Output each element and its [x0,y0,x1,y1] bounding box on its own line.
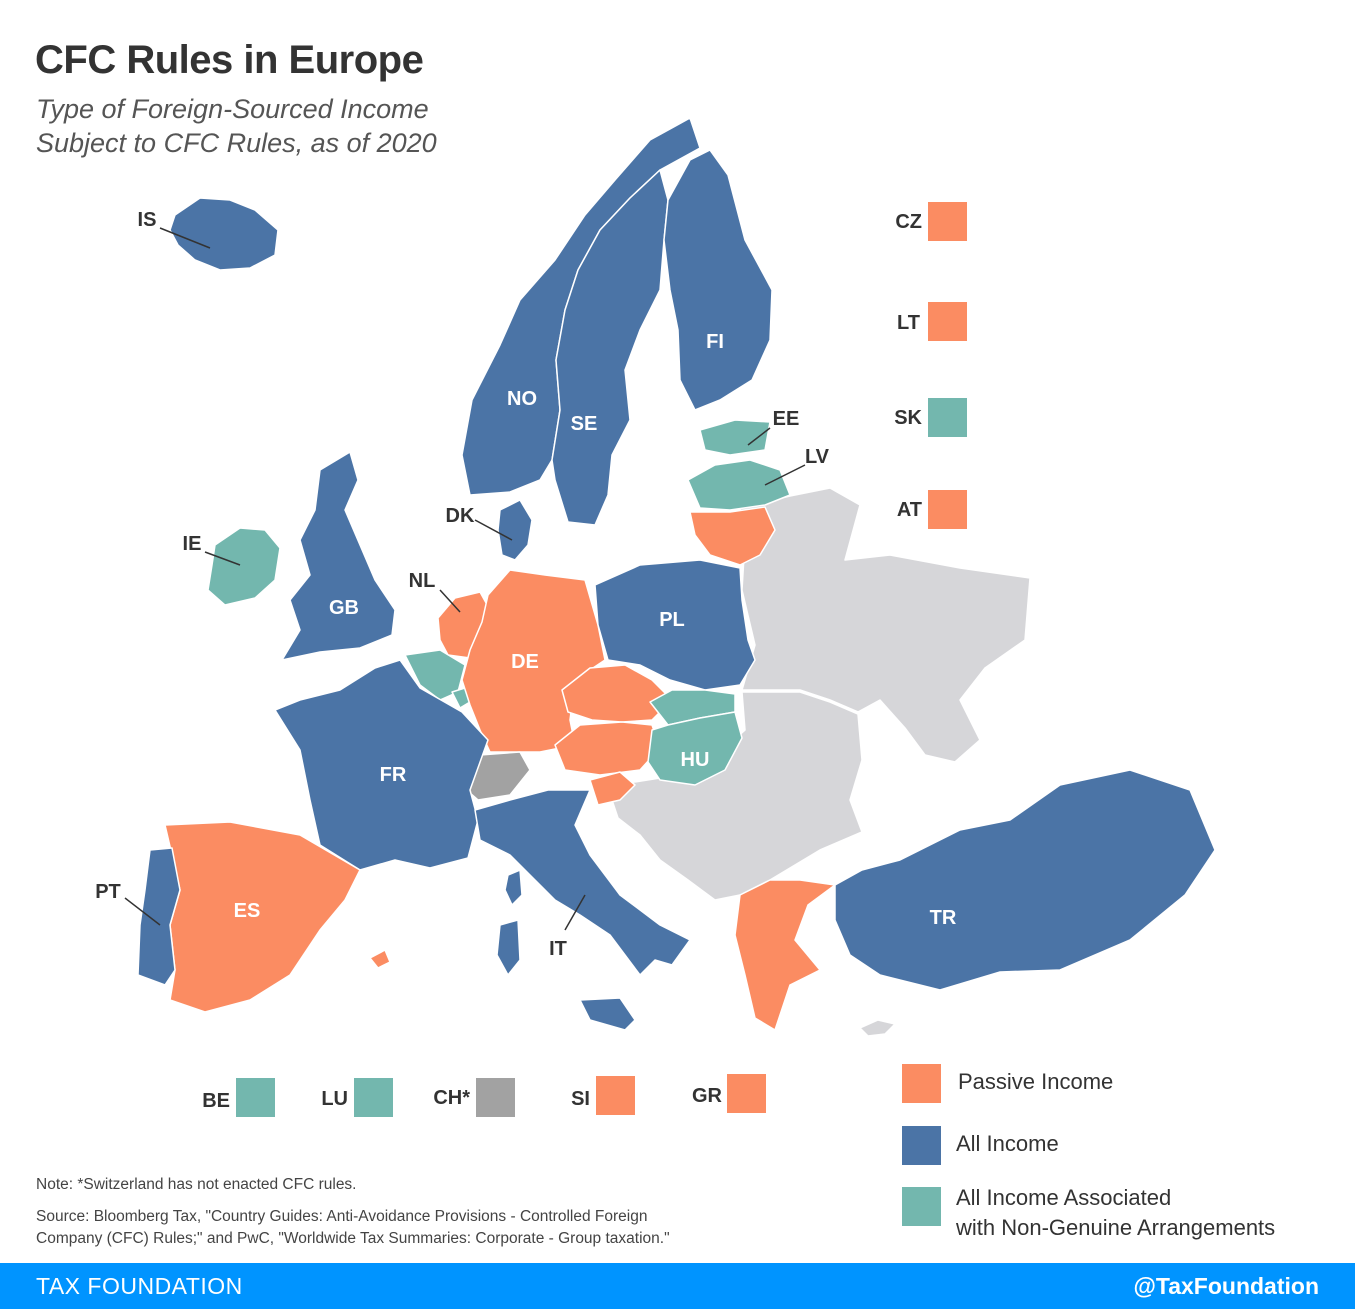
legend-label-non-genuine: All Income Associated with Non-Genuine A… [956,1183,1275,1243]
country-pl [594,559,756,691]
leader-nl [439,589,461,613]
side-key-label-at: AT [897,499,922,521]
bottom-key-label-si: SI [571,1088,590,1110]
country-hu [647,711,743,786]
country-gb [281,451,396,661]
label-pt: PT [95,881,121,903]
country-it-sardinia [496,919,521,976]
country-lv [687,459,791,511]
region-belarus-ukraine-russia [739,487,1031,763]
label-ie: IE [183,533,202,555]
leader-dk [474,519,513,541]
side-key: CZ LT SK AT [894,202,967,529]
leader-lines [124,227,806,931]
leader-lv [764,464,806,486]
bottom-key-label-be: BE [202,1090,230,1112]
label-tr: TR [930,907,957,929]
leader-ie [204,551,241,566]
leader-pt [124,897,161,926]
country-it-sicily [579,997,636,1031]
side-key-label-sk: SK [894,407,922,429]
country-fi [663,149,773,411]
leader-it [564,894,586,931]
europe-map: IS NO SE FI DK GB IE NL DE PL HU FR ES P… [95,117,1216,1117]
label-fi: FI [706,331,724,353]
bottom-key-swatch-si [596,1076,635,1115]
label-de: DE [511,651,539,673]
country-fr-corsica [504,869,523,906]
label-it: IT [549,938,567,960]
source: Source: Bloomberg Tax, "Country Guides: … [36,1206,796,1250]
side-key-label-cz: CZ [895,211,922,233]
map-labels: IS NO SE FI DK GB IE NL DE PL HU FR ES P… [95,209,957,960]
bottom-key-swatch-lu [354,1078,393,1117]
legend-passive-line-1: Passive Income [958,1069,1114,1094]
country-es-balearic [369,949,391,969]
country-it [474,789,691,976]
side-key-swatch-at [928,490,967,529]
side-key-label-lt: LT [897,312,920,334]
subtitle-line-1: Type of Foreign-Sourced Income [36,94,429,124]
label-dk: DK [446,505,475,527]
bottom-key-label-gr: GR [692,1085,723,1107]
label-gb: GB [329,597,359,619]
label-no: NO [507,388,537,410]
legend-swatch-all [902,1126,941,1165]
bottom-key-swatch-gr [727,1074,766,1113]
side-key-swatch-lt [928,302,967,341]
source-line-1: Source: Bloomberg Tax, "Country Guides: … [36,1208,648,1225]
legend-non-genuine-line-1: All Income Associated [956,1185,1172,1210]
bottom-key-label-ch: CH* [433,1087,470,1109]
region-cyprus [859,1019,896,1037]
bottom-key-swatch-ch [476,1078,515,1117]
leader-is [159,227,211,249]
country-fr [274,659,489,871]
country-dk [497,499,533,561]
legend-label-passive: Passive Income [958,1064,1113,1097]
label-nl: NL [409,570,436,592]
bottom-key-label-lu: LU [321,1088,348,1110]
country-ie [207,527,281,606]
side-key-swatch-sk [928,398,967,437]
legend-item-non-genuine: All Income Associated with Non-Genuine A… [902,1185,1275,1243]
legend-swatch-passive [902,1064,941,1103]
legend-non-genuine-line-2: with Non-Genuine Arrangements [956,1215,1276,1240]
label-se: SE [571,413,598,435]
label-hu: HU [681,749,710,771]
side-key-swatch-cz [928,202,967,241]
country-pt [137,847,181,986]
label-ee: EE [773,408,800,430]
legend-all-line-1: All Income [956,1131,1059,1156]
footer-handle: @TaxFoundation [1133,1273,1319,1299]
legend-swatch-non-genuine [902,1187,941,1226]
country-is [169,197,279,271]
legend-item-all: All Income [902,1126,1059,1165]
bottom-key-swatch-be [236,1078,275,1117]
label-pl: PL [659,609,685,631]
page-title: CFC Rules in Europe [35,38,424,82]
country-lt [689,506,776,566]
footer-brand: TAX FOUNDATION [36,1273,243,1299]
legend-label-all: All Income [956,1126,1059,1159]
label-is: IS [138,209,157,231]
note: Note: *Switzerland has not enacted CFC r… [36,1176,357,1193]
page-subtitle: Type of Foreign-Sourced Income Subject t… [36,92,437,160]
subtitle-line-2: Subject to CFC Rules, as of 2020 [36,128,437,158]
label-fr: FR [380,764,407,786]
country-se [551,169,669,526]
country-tr [834,769,1216,991]
country-shapes [137,117,1216,1037]
country-gr [734,879,836,1031]
legend-item-passive: Passive Income [902,1064,1113,1103]
label-es: ES [234,900,261,922]
source-line-2: Company (CFC) Rules;" and PwC, "Worldwid… [36,1230,670,1247]
country-ee [699,419,771,456]
bottom-key: BE LU CH* SI GR [202,1074,766,1117]
label-lv: LV [805,446,830,468]
footer-bar: TAX FOUNDATION @TaxFoundation [0,1263,1355,1309]
leader-ee [747,427,771,446]
country-si [589,771,636,806]
